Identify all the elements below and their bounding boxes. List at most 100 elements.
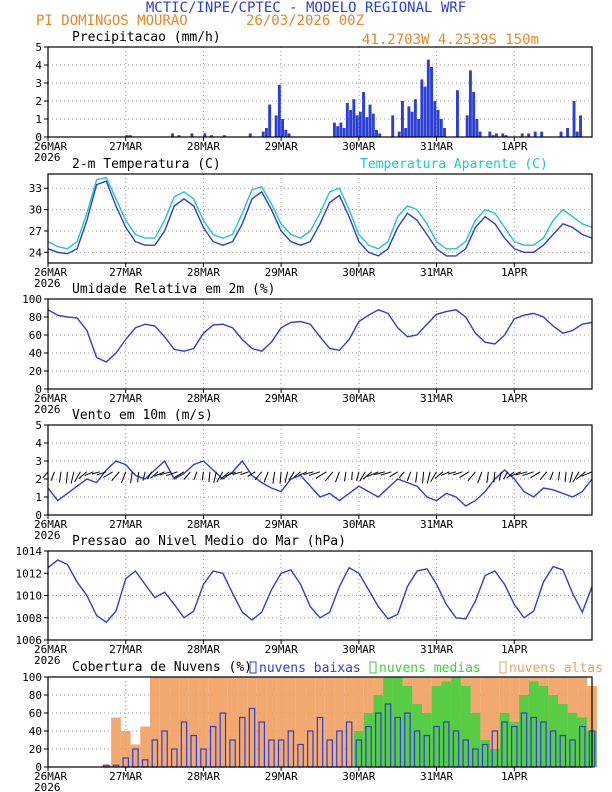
wind-arrow — [356, 471, 360, 482]
wind-arrow — [557, 471, 561, 481]
wind-xtick-label: 28MAR — [187, 518, 220, 531]
precip-bar — [413, 99, 417, 137]
precip-xtick-label: 29MAR — [265, 140, 298, 153]
wind-arrow — [522, 471, 534, 477]
wind-arrow — [581, 471, 593, 477]
wind-xtick-label: 30MAR — [342, 518, 375, 531]
mslp-line — [47, 559, 593, 624]
clouds-ytick-label: 80 — [29, 689, 42, 702]
temp-ytick-label: 27 — [29, 225, 42, 238]
clouds-ytick-label: 0 — [35, 761, 42, 774]
wind-arrow — [272, 471, 276, 484]
wind-arrow — [576, 471, 586, 480]
wind-arrow — [78, 471, 88, 480]
precip-bar — [378, 133, 382, 137]
precip-bar — [417, 119, 421, 137]
precip-bar — [397, 131, 401, 137]
wind-arrow — [254, 471, 263, 481]
wind-arrow — [193, 471, 198, 481]
wind-speed-line — [47, 459, 593, 507]
wind-ytick-label: 5 — [35, 419, 42, 432]
high-cloud-bar — [227, 677, 238, 767]
clouds-xtick-label: 28MAR — [187, 770, 220, 783]
precip-bar — [410, 111, 414, 137]
precip-bar — [209, 135, 213, 137]
clouds-title: Cobertura de Nuvens (%) — [72, 660, 252, 675]
high-cloud-bar — [111, 717, 121, 767]
wind-arrow — [103, 471, 114, 478]
mid-cloud-bar — [441, 681, 452, 767]
precip-year-label: 2026 — [34, 151, 61, 164]
rh-xtick-label: 29MAR — [265, 392, 298, 405]
wind-arrow — [459, 471, 470, 479]
precip-ytick-label: 0 — [35, 131, 42, 144]
mslp-title: Pressao ao Nivel Medio do Mar (hPa) — [72, 534, 346, 549]
wind-arrow — [142, 471, 146, 481]
mslp-frame — [47, 550, 593, 641]
precip-bar — [566, 128, 570, 137]
wind-arrow — [434, 471, 444, 479]
clouds-ytick-label: 60 — [29, 707, 42, 720]
wind-arrow — [422, 471, 425, 484]
precip-ytick-label: 5 — [35, 41, 42, 54]
wind-arrow — [351, 471, 353, 481]
wind-arrow — [65, 471, 68, 484]
precip-bar — [433, 101, 437, 137]
high-cloud-bar — [150, 677, 160, 767]
wind-arrow — [284, 471, 289, 483]
wind-arrow — [359, 471, 366, 482]
precip-bar — [400, 101, 404, 137]
temp-xtick-label: 30MAR — [342, 266, 375, 279]
wind-arrow — [398, 471, 405, 479]
precip-ytick-label: 3 — [35, 77, 42, 90]
temp-line — [47, 180, 593, 257]
wind-arrow — [213, 471, 217, 483]
high-cloud-bar — [159, 677, 170, 767]
precip-bar — [345, 102, 349, 137]
wind-arrow — [572, 471, 580, 483]
precip-bar — [177, 135, 181, 137]
rh-xtick-label: 31MAR — [420, 392, 453, 405]
wind-arrow — [111, 471, 120, 482]
precip-bar — [222, 135, 226, 137]
precip-bar — [572, 101, 576, 137]
precip-bar — [281, 119, 285, 137]
wind-arrow — [530, 471, 541, 479]
wind-arrow — [159, 471, 172, 476]
rh-ytick-label: 40 — [29, 347, 42, 360]
precip-bar — [533, 131, 537, 137]
temp-xtick-label: 27MAR — [109, 266, 142, 279]
precip-bar — [362, 92, 366, 137]
high-cloud-bar — [490, 677, 500, 767]
mid-cloud-bar — [373, 695, 384, 767]
precip-bar — [375, 129, 378, 137]
precip-bar — [248, 133, 252, 137]
rh-xtick-label: 26MAR — [34, 392, 67, 405]
precip-bar — [352, 99, 356, 137]
precip-xtick-label: 27MAR — [109, 140, 142, 153]
high-cloud-bar — [247, 677, 257, 767]
clouds-frame — [47, 676, 593, 768]
precip-bar — [443, 128, 446, 137]
wind-title: Vento em 10m (m/s) — [72, 408, 213, 423]
clouds-year-label: 2026 — [34, 781, 61, 792]
precip-bar — [349, 110, 353, 137]
temp-xtick-label: 26MAR — [34, 266, 67, 279]
precip-bar — [287, 133, 291, 137]
rh-ytick-label: 0 — [35, 383, 42, 396]
high-cloud-bar — [218, 677, 228, 767]
rh-title: Umidade Relativa em 2m (%) — [72, 282, 276, 297]
high-cloud-bar — [101, 765, 112, 767]
precip-bar — [277, 84, 281, 137]
wind-arrow — [137, 471, 140, 483]
high-cloud-bar — [354, 677, 364, 767]
mslp-panel: 1006 1008 1010 1012 1014 26MAR 27MAR 28MAR 29MAR… — [16, 534, 593, 667]
rh-ytick-label: 80 — [29, 311, 42, 324]
high-cloud-bar — [315, 677, 325, 767]
temp-xtick-label: 1APR — [501, 266, 528, 279]
clouds-xtick-label: 27MAR — [109, 770, 142, 783]
wind-arrow — [569, 471, 574, 483]
clouds-xtick-label: 30MAR — [342, 770, 375, 783]
wind-arrow — [42, 471, 49, 479]
mid-cloud-bar — [392, 677, 403, 767]
